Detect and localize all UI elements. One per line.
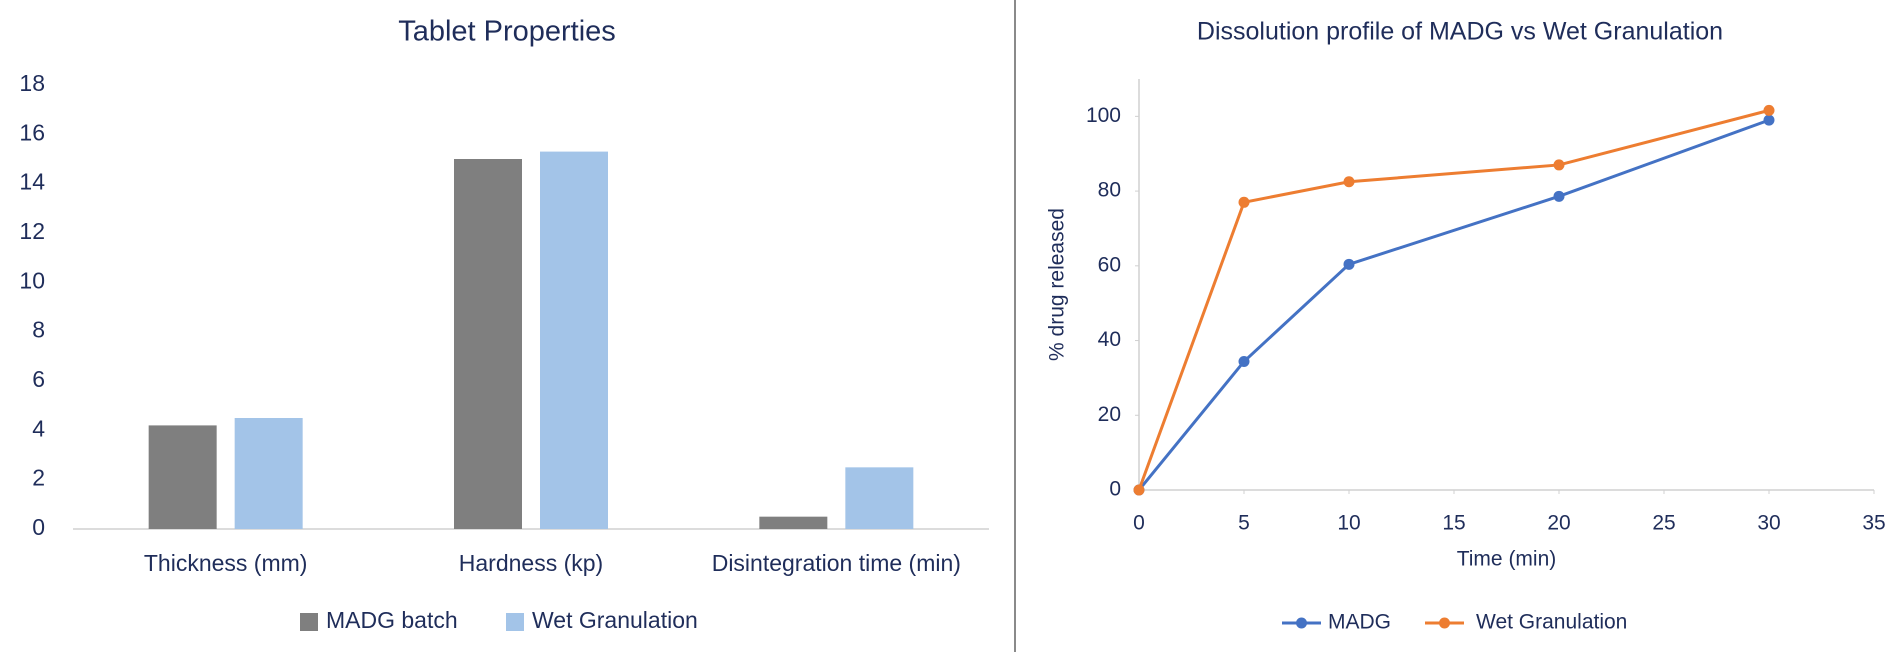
y-tick-label: 2: [32, 465, 45, 491]
bar: [454, 159, 522, 529]
y-tick-label: 6: [32, 366, 45, 392]
point: [1553, 159, 1565, 171]
legend-label: Wet Granulation: [1476, 611, 1627, 634]
legend-marker: [1296, 617, 1307, 629]
legend-label: Wet Granulation: [532, 607, 698, 633]
point: [1553, 190, 1565, 202]
y-tick-label: 12: [19, 218, 45, 244]
point: [1133, 484, 1145, 496]
x-tick-label: 5: [1238, 512, 1250, 535]
y-tick-label: 18: [19, 70, 45, 96]
y-tick-label: 80: [1098, 179, 1121, 202]
y-tick-label: 16: [19, 119, 45, 145]
bar: [845, 467, 914, 529]
point: [1343, 176, 1355, 188]
bar: [148, 425, 217, 529]
y-tick-label: 10: [19, 267, 45, 293]
chart-title: Dissolution profile of MADG vs Wet Granu…: [1197, 18, 1723, 46]
legend-label: MADG: [1328, 611, 1391, 634]
point: [1763, 114, 1775, 126]
bar: [234, 418, 303, 529]
bar: [759, 516, 828, 529]
point: [1763, 104, 1775, 116]
legend-swatch: [300, 613, 318, 631]
y-tick-label: 20: [1098, 403, 1121, 426]
x-tick-label: Thickness (mm): [144, 550, 308, 576]
x-tick-label: Hardness (kp): [459, 550, 603, 576]
legend-swatch: [506, 613, 524, 631]
x-tick-label: 30: [1757, 512, 1780, 535]
y-tick-label: 0: [32, 514, 45, 540]
y-tick-label: 40: [1098, 328, 1121, 351]
y-tick-label: 14: [19, 169, 45, 195]
point: [1238, 355, 1250, 367]
x-tick-label: Disintegration time (min): [712, 550, 961, 576]
chart-title: Tablet Properties: [398, 16, 616, 48]
x-tick-label: 35: [1862, 512, 1885, 535]
y-tick-label: 60: [1098, 253, 1121, 276]
y-tick-label: 100: [1086, 104, 1121, 127]
y-tick-label: 0: [1109, 478, 1121, 501]
legend-label: MADG batch: [326, 607, 458, 633]
x-tick-label: 20: [1547, 512, 1570, 535]
x-tick-label: 0: [1133, 512, 1145, 535]
y-tick-label: 8: [32, 317, 45, 343]
point: [1343, 258, 1355, 270]
x-tick-label: 10: [1337, 512, 1360, 535]
x-tick-label: 15: [1442, 512, 1465, 535]
y-axis-title: % drug released: [1046, 208, 1069, 361]
point: [1238, 196, 1250, 208]
y-tick-label: 4: [32, 415, 45, 441]
x-tick-label: 25: [1652, 512, 1675, 535]
x-axis-title: Time (min): [1457, 548, 1557, 571]
legend-marker: [1439, 617, 1450, 629]
bar: [540, 151, 608, 529]
